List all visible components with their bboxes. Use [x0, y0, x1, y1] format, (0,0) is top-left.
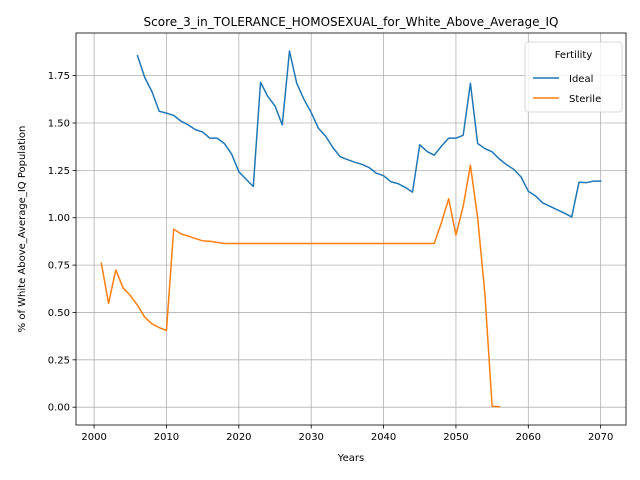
- y-tick-label: 1.75: [48, 71, 70, 82]
- legend-label-sterile: Sterile: [569, 94, 601, 105]
- x-tick-label: 2060: [516, 432, 541, 443]
- y-tick-label: 0.00: [48, 403, 70, 414]
- series-line-sterile: [100, 164, 501, 408]
- x-tick-label: 2030: [298, 432, 323, 443]
- x-tick-label: 2020: [226, 432, 251, 443]
- axis-ticks: 2000 2010 2020 2030 2040 2050 2060 2070 0.00 0.25…: [48, 71, 614, 443]
- y-tick-label: 0.50: [48, 308, 70, 319]
- y-tick-label: 0.75: [48, 261, 70, 272]
- y-tick-label: 1.00: [48, 213, 70, 224]
- x-axis-label: Years: [337, 453, 364, 464]
- x-tick-label: 2070: [588, 432, 613, 443]
- y-tick-label: 0.25: [48, 355, 70, 366]
- y-axis-label: % of White Above_Average_IQ Population: [17, 126, 28, 333]
- y-tick-label: 1.25: [48, 166, 70, 177]
- x-tick-label: 2000: [81, 432, 106, 443]
- series-lines: [100, 50, 602, 408]
- x-tick-label: 2010: [154, 432, 179, 443]
- series-line-ideal: [136, 50, 602, 218]
- legend-title: Fertility: [555, 50, 593, 61]
- x-tick-label: 2040: [371, 432, 396, 443]
- legend-label-ideal: Ideal: [569, 74, 593, 85]
- y-tick-label: 1.50: [48, 118, 70, 129]
- legend: Fertility Ideal Sterile: [524, 41, 623, 113]
- plot-area-frame: [75, 32, 627, 426]
- chart-title: Score_3_in_TOLERANCE_HOMOSEXUAL_for_Whit…: [144, 15, 559, 29]
- x-tick-label: 2050: [443, 432, 468, 443]
- legend-box: [524, 41, 623, 113]
